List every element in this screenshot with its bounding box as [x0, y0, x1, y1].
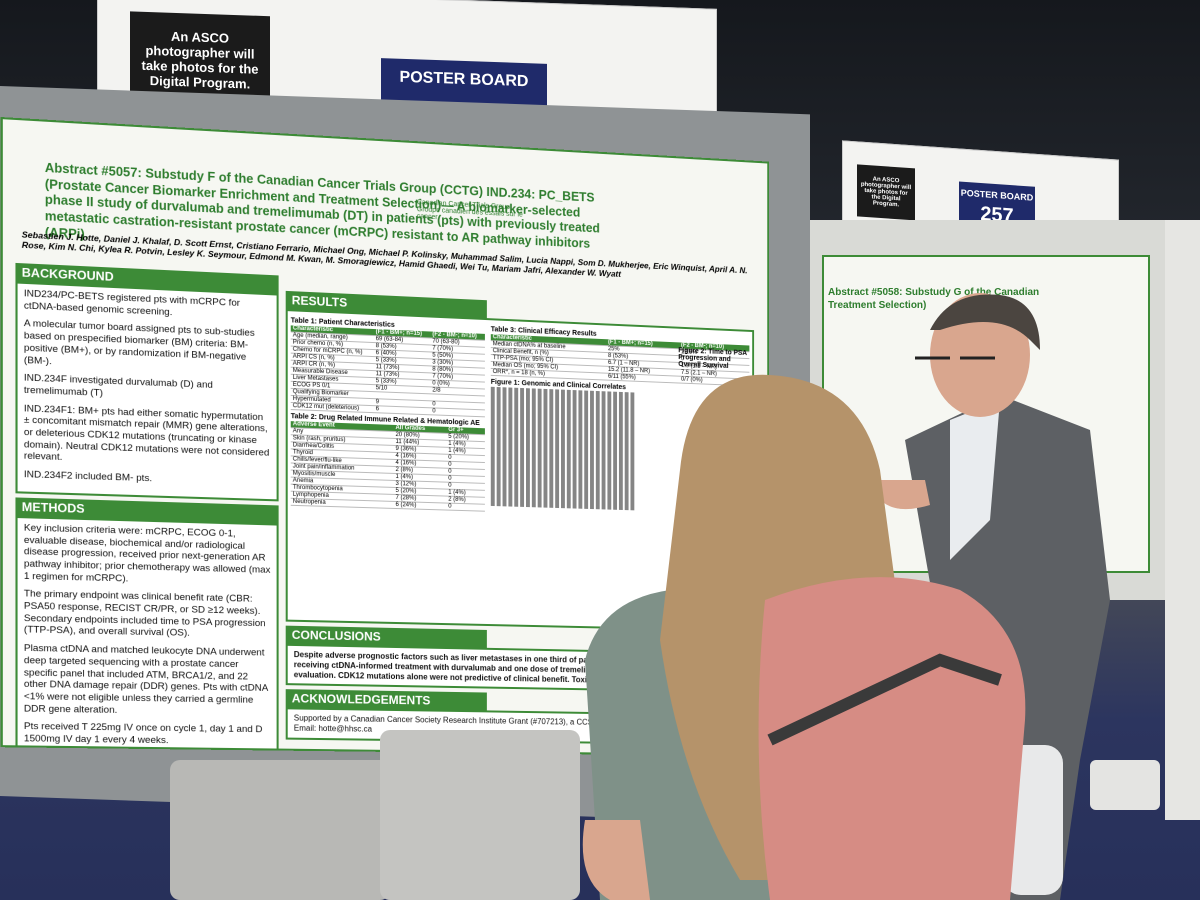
man-hand [870, 480, 930, 510]
wall [1165, 220, 1200, 820]
man-shirt [950, 400, 1000, 560]
chair [1090, 760, 1160, 810]
man-hair [930, 294, 1040, 350]
backpack-strap [767, 653, 1002, 746]
woman-arm [582, 820, 650, 900]
backpack [758, 577, 1026, 900]
chair [380, 730, 580, 900]
chair [170, 760, 390, 900]
right-poster-subtitle: Treatment Selection) [828, 300, 927, 311]
right-poster-title: Abstract #5058: Substudy G of the Canadi… [828, 287, 1040, 298]
